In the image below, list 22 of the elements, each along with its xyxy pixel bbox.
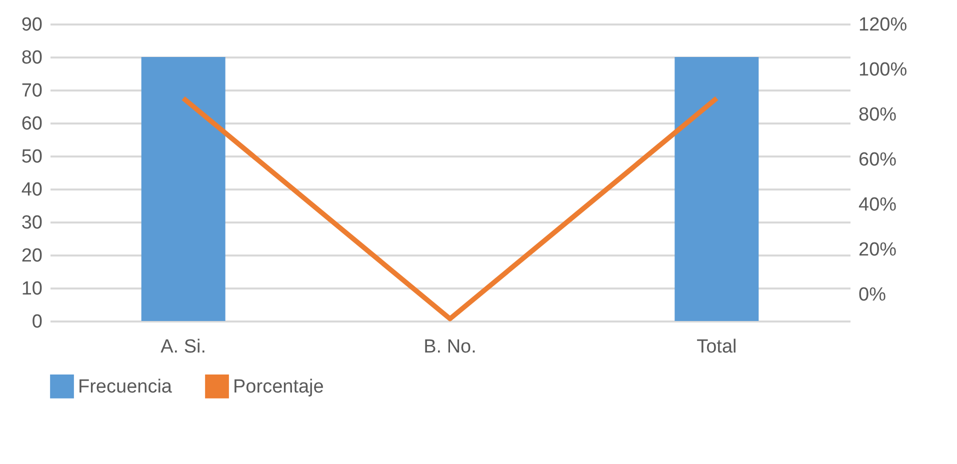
y2-tick-label: 60% — [858, 150, 897, 170]
y-tick-label: 30 — [21, 212, 42, 234]
y2-tick-label: 120% — [858, 14, 908, 36]
y2-tick-label: 80% — [858, 104, 897, 126]
y2-tick-label: 20% — [858, 240, 897, 260]
y-tick-label: 90 — [21, 14, 42, 36]
y2-tick-label: 40% — [858, 194, 897, 216]
y-tick-label: 80 — [21, 48, 42, 68]
y-tick-label: 20 — [21, 246, 42, 266]
y-tick-label: 40 — [21, 180, 42, 200]
y-tick-label: 0 — [32, 312, 42, 332]
y2-tick-label: 0% — [858, 284, 886, 306]
legend-label: Frecuencia — [78, 376, 172, 398]
y2-tick-label: 100% — [858, 60, 908, 80]
y-tick-label: 50 — [21, 146, 42, 168]
x-tick-label: B. No. — [424, 336, 476, 358]
y-tick-label: 60 — [21, 114, 42, 134]
x-tick-label: Total — [696, 336, 737, 358]
x-tick-label: A. Si. — [160, 336, 206, 358]
y-tick-label: 10 — [21, 278, 42, 300]
y-tick-label: 70 — [21, 80, 42, 102]
legend-label: Porcentaje — [233, 376, 324, 398]
